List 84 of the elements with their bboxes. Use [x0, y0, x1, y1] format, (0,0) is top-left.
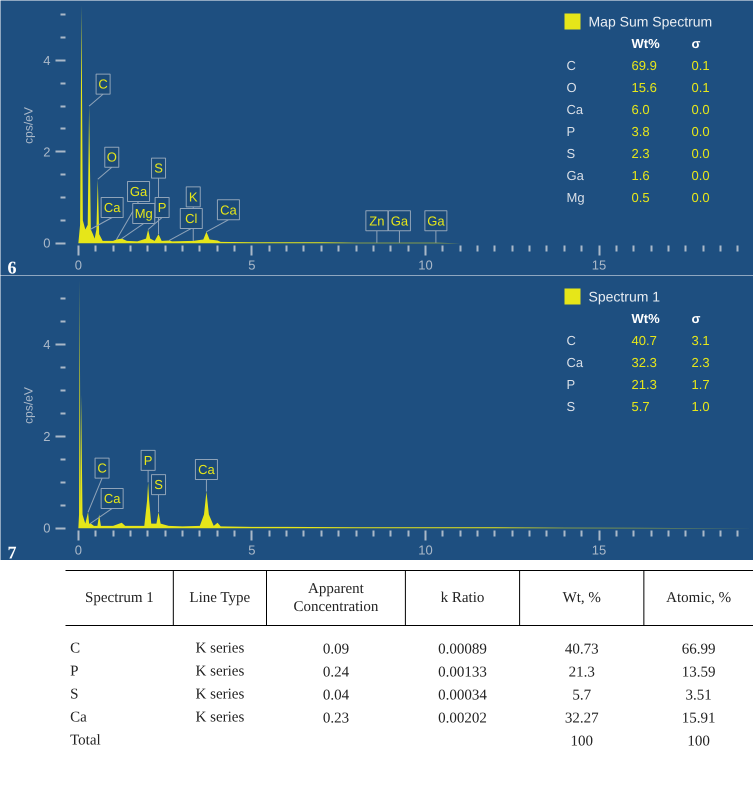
- y-tick-label: 4: [43, 52, 51, 68]
- text: 0.04: [322, 688, 350, 704]
- y-tick-label: 4: [43, 337, 51, 352]
- text: Ca: [70, 710, 88, 726]
- y-tick-label: 2: [43, 144, 51, 160]
- text: 6: [8, 258, 16, 278]
- text: 0.23: [322, 710, 350, 726]
- text: C 40.7 3.1: [566, 333, 710, 348]
- text: S 5.7 1.0: [566, 399, 710, 414]
- annotation: C: [97, 460, 107, 476]
- text: 7: [8, 542, 16, 562]
- text: Ca 6.0 0.0: [566, 102, 710, 117]
- text: K series: [196, 664, 244, 680]
- text: Spectrum 1: [85, 590, 154, 606]
- text: 0.00034: [438, 688, 488, 704]
- annotation: Ca: [198, 462, 216, 478]
- text: 5.7: [572, 688, 592, 704]
- text: 13.59: [682, 664, 716, 680]
- annotation: O: [106, 150, 117, 165]
- y-tick-label: 0: [43, 236, 51, 251]
- x-tick-label: 5: [248, 542, 256, 558]
- legend-label: Spectrum 1: [588, 288, 660, 304]
- text: 66.99: [682, 642, 716, 658]
- x-tick-label: 15: [592, 542, 606, 558]
- text: K series: [196, 710, 244, 726]
- x-tick-label: 10: [418, 258, 433, 272]
- text: P: [70, 664, 78, 680]
- y-axis-title: cps/eV: [21, 387, 36, 424]
- text: 0.00089: [438, 642, 487, 658]
- annotation: Ca: [104, 490, 122, 506]
- text: Wt% σ: [632, 36, 700, 51]
- text: 100: [687, 734, 710, 750]
- text: Wt% σ: [632, 311, 700, 326]
- x-tick-label: 0: [74, 258, 82, 272]
- annotation: P: [144, 452, 152, 468]
- annotation: Ga: [390, 213, 409, 228]
- text: 40.73: [564, 642, 599, 658]
- text: 21.3: [568, 664, 595, 680]
- y-tick-label: 0: [43, 520, 51, 536]
- annotation: Zn: [369, 213, 384, 228]
- text: C 69.9 0.1: [566, 58, 710, 73]
- text: S: [70, 686, 78, 702]
- annotation: S: [154, 160, 164, 176]
- text: S 2.3 0.0: [566, 146, 710, 161]
- text: Apparent Concentration: [293, 581, 379, 615]
- text: 0.00133: [438, 664, 487, 680]
- x-tick-label: 10: [418, 542, 433, 558]
- text: K series: [196, 686, 244, 702]
- text: 0.00202: [438, 710, 487, 726]
- annotation: Ca: [104, 200, 122, 215]
- x-tick-label: 5: [248, 258, 256, 272]
- text: k Ratio: [440, 590, 484, 606]
- text: 0.09: [322, 642, 350, 658]
- annotation: Ga: [130, 184, 148, 199]
- x-tick-label: 15: [592, 258, 606, 272]
- text: Ca 32.3 2.3: [566, 355, 710, 370]
- y-tick-label: 2: [43, 428, 51, 444]
- text: Atomic, %: [666, 590, 732, 606]
- annotation: K: [188, 189, 198, 204]
- text: 15.91: [682, 710, 716, 726]
- text: O 15.6 0.1: [566, 80, 710, 95]
- text: Ga 1.6 0.0: [566, 168, 710, 183]
- text: P 3.8 0.0: [566, 124, 710, 139]
- text: P 21.3 1.7: [566, 377, 710, 392]
- text: Mg 0.5 0.0: [566, 190, 710, 205]
- x-tick-label: 0: [74, 542, 82, 558]
- annotation: Ca: [220, 202, 238, 218]
- text: 0.24: [322, 664, 350, 680]
- text: Wt, %: [562, 590, 601, 606]
- annotation: Ga: [427, 213, 446, 228]
- text: Line Type: [189, 590, 250, 606]
- annotation: C: [98, 76, 108, 92]
- text: 100: [570, 734, 593, 750]
- text: C: [70, 640, 80, 656]
- text: K series: [196, 640, 244, 656]
- text: 3.51: [686, 688, 712, 704]
- legend-label: Map Sum Spectrum: [588, 14, 712, 30]
- annotation: P: [158, 200, 166, 215]
- y-axis-title: cps/eV: [21, 107, 36, 144]
- annotation: S: [154, 477, 164, 492]
- annotation: Mg: [134, 206, 153, 221]
- text: Total: [70, 732, 101, 748]
- text: 32.27: [564, 710, 600, 726]
- annotation: Cl: [185, 210, 198, 226]
